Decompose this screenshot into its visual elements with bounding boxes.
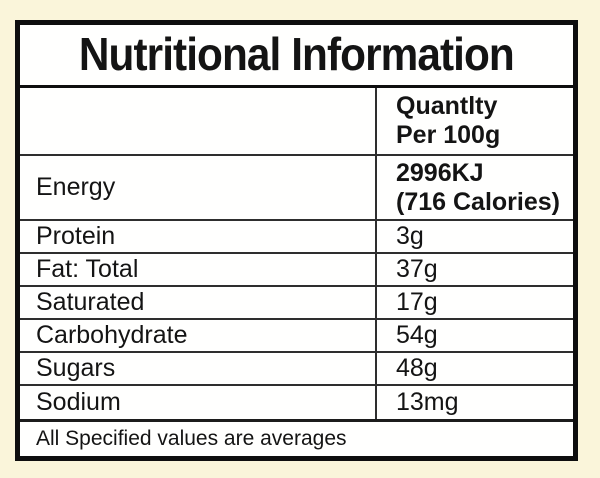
nutrient-value: 2996KJ (716 Calories) [375, 156, 573, 219]
quantity-header-line2: Per 100g [396, 121, 501, 149]
energy-label: Energy [36, 172, 116, 201]
nutrient-value: 3g [375, 221, 573, 252]
energy-value-calories: (716 Calories) [396, 187, 560, 216]
nutrient-name: Fat: Total [36, 254, 139, 283]
table-row-carbohydrate: Carbohydrate 54g [20, 320, 573, 353]
nutrient-name: Saturated [36, 287, 145, 316]
nutrient-value: 13mg [375, 386, 573, 419]
footer-note-text: All Specified values are averages [36, 427, 347, 450]
table-row-sugars: Sugars 48g [20, 353, 573, 386]
nutrient-value: 37g [375, 254, 573, 285]
column-header-quantity: Quantlty Per 100g [375, 88, 573, 154]
quantity-header-line1: Quantlty [396, 92, 498, 121]
table-row-sodium: Sodium 13mg [20, 386, 573, 422]
energy-value-kj: 2996KJ [396, 158, 484, 187]
table-row-saturated: Saturated 17g [20, 287, 573, 320]
nutrient-value: 48g [375, 353, 573, 384]
nutrition-label: Nutritional Information Quantlty Per 100… [15, 20, 578, 461]
footer-note: All Specified values are averages [20, 422, 573, 456]
header-empty-cell [20, 88, 375, 154]
nutrient-name: Carbohydrate [36, 320, 188, 349]
label-title-section: Nutritional Information [20, 25, 573, 88]
nutrient-name: Protein [36, 221, 116, 250]
nutrient-name: Energy [20, 156, 375, 219]
nutrient-value: 17g [375, 287, 573, 318]
table-header-row: Quantlty Per 100g [20, 88, 573, 156]
nutrient-name: Sodium [36, 387, 121, 416]
table-row-energy: Energy 2996KJ (716 Calories) [20, 156, 573, 221]
nutrient-value: 54g [375, 320, 573, 351]
table-row-fat-total: Fat: Total 37g [20, 254, 573, 287]
table-row-protein: Protein 3g [20, 221, 573, 254]
label-title: Nutritional Information [79, 28, 515, 80]
nutrient-name: Sugars [36, 353, 116, 382]
